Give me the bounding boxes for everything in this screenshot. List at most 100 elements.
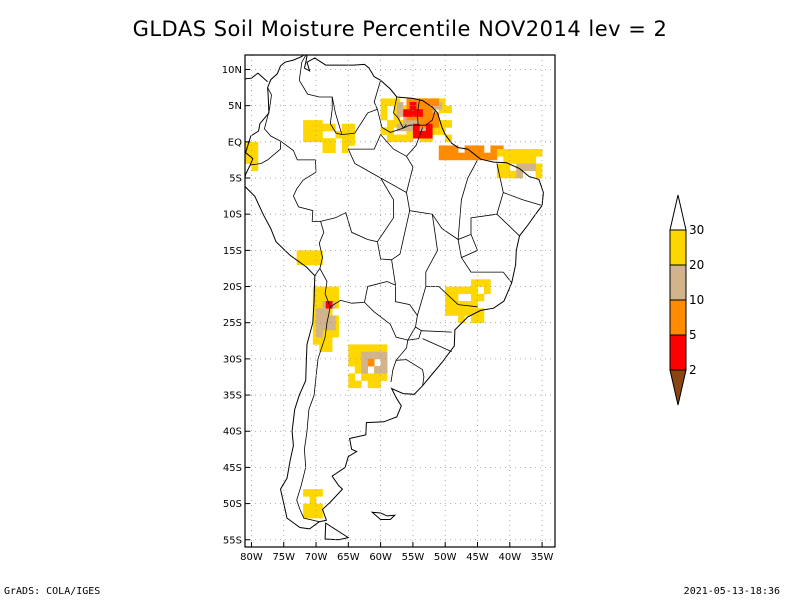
lat-tick-label: 55S	[223, 535, 242, 546]
anomaly-region-para-coast	[438, 145, 504, 161]
falklands-coastline	[370, 511, 397, 520]
anomaly-cell	[319, 293, 327, 302]
anomaly-cell	[354, 351, 362, 360]
anomaly-cell	[432, 112, 440, 121]
border-line	[348, 127, 423, 157]
anomaly-cell	[529, 156, 536, 164]
anomaly-cell	[348, 130, 356, 139]
anomaly-cell	[432, 120, 440, 128]
anomaly-cell	[332, 293, 339, 302]
anomaly-cell	[503, 156, 511, 164]
lon-tick-label: 65W	[337, 552, 360, 563]
anomaly-cell	[316, 257, 323, 266]
anomaly-cell	[471, 301, 478, 309]
anomaly-cell	[445, 308, 452, 316]
anomaly-cell	[348, 344, 356, 352]
footer-credit: GrADS: COLA/IGES	[4, 586, 101, 597]
anomaly-cell	[251, 149, 259, 157]
colorbar-top-arrow	[669, 194, 687, 231]
border-line	[347, 148, 472, 240]
anomaly-cell	[322, 315, 330, 324]
anomaly-region-minas	[471, 279, 491, 295]
anomaly-cell	[367, 344, 375, 352]
anomaly-cell	[464, 152, 472, 161]
lat-tick-label: 5N	[228, 101, 242, 112]
anomaly-cell	[425, 130, 433, 139]
anomaly-cell	[522, 163, 530, 172]
anomaly-cell	[438, 145, 446, 153]
anomaly-cell	[374, 366, 381, 374]
border-line	[418, 111, 436, 126]
anomaly-cell	[445, 120, 452, 128]
anomaly-cell	[354, 344, 362, 352]
anomaly-cell	[432, 127, 440, 135]
anomaly-cell	[522, 156, 530, 164]
border-line	[502, 271, 513, 284]
anomaly-cell	[393, 134, 401, 143]
anomaly-cell	[309, 127, 317, 135]
anomaly-cell	[309, 489, 317, 497]
anomaly-cell	[516, 156, 524, 164]
anomaly-cell	[477, 315, 485, 324]
anomaly-cell	[319, 337, 327, 345]
border-line	[393, 96, 404, 129]
anomaly-cell	[328, 315, 336, 324]
lat-tick-label: 50S	[223, 499, 242, 510]
anomaly-cell	[316, 127, 323, 135]
anomaly-cell	[483, 286, 491, 295]
anomaly-cell	[490, 152, 498, 161]
anomaly-cell	[451, 145, 459, 153]
anomaly-cell	[509, 170, 517, 179]
anomaly-cell	[516, 170, 524, 179]
anomaly-cell	[341, 123, 349, 132]
lat-tick-label: 30S	[223, 354, 242, 365]
anomaly-cell	[251, 141, 259, 150]
graticule	[245, 55, 555, 547]
lon-tick-label: 50W	[434, 552, 457, 563]
anomaly-cell	[477, 279, 485, 287]
anomaly-cell	[348, 380, 356, 389]
anomaly-cell	[451, 301, 459, 309]
anomaly-cell	[445, 145, 452, 153]
anomaly-cell	[309, 510, 317, 519]
colorbar-label: 2	[689, 363, 697, 377]
anomaly-cell	[451, 286, 459, 295]
anomaly-cell	[251, 163, 259, 172]
anomaly-cell	[387, 134, 394, 143]
anomaly-cell	[483, 152, 491, 161]
anomaly-cell	[341, 145, 349, 153]
anomaly-cell	[471, 308, 478, 316]
anomaly-region-amapa	[412, 123, 433, 139]
anomaly-cell	[309, 257, 317, 266]
anomaly-cell	[503, 163, 511, 172]
anomaly-cell	[316, 250, 323, 258]
border-line	[470, 213, 497, 235]
border-line	[298, 55, 343, 135]
colorbar-label: 20	[689, 258, 704, 272]
anomaly-cell	[535, 163, 543, 172]
border-line	[263, 87, 317, 173]
colorbar-segment	[669, 334, 687, 371]
anomaly-cell	[471, 145, 478, 153]
anomaly-cell	[509, 149, 517, 157]
anomaly-cell	[354, 380, 362, 389]
anomaly-cell	[354, 358, 362, 367]
anomaly-cell	[471, 315, 478, 324]
anomaly-cell	[464, 301, 472, 309]
anomaly-cell	[380, 344, 388, 352]
anomaly-cell	[367, 358, 375, 367]
anomaly-cell	[445, 152, 452, 161]
anomaly-cell	[361, 373, 369, 381]
anomaly-cell	[322, 322, 330, 331]
anomaly-cell	[325, 329, 333, 338]
anomaly-cell	[341, 130, 349, 139]
anomaly-cell	[309, 496, 317, 504]
anomaly-cell	[451, 308, 459, 316]
border-line	[396, 359, 425, 386]
anomaly-cell	[361, 366, 369, 374]
border-line	[250, 141, 281, 166]
anomaly-cell	[503, 170, 511, 179]
colorbar-segment	[669, 264, 687, 301]
anomaly-cell	[316, 489, 323, 497]
